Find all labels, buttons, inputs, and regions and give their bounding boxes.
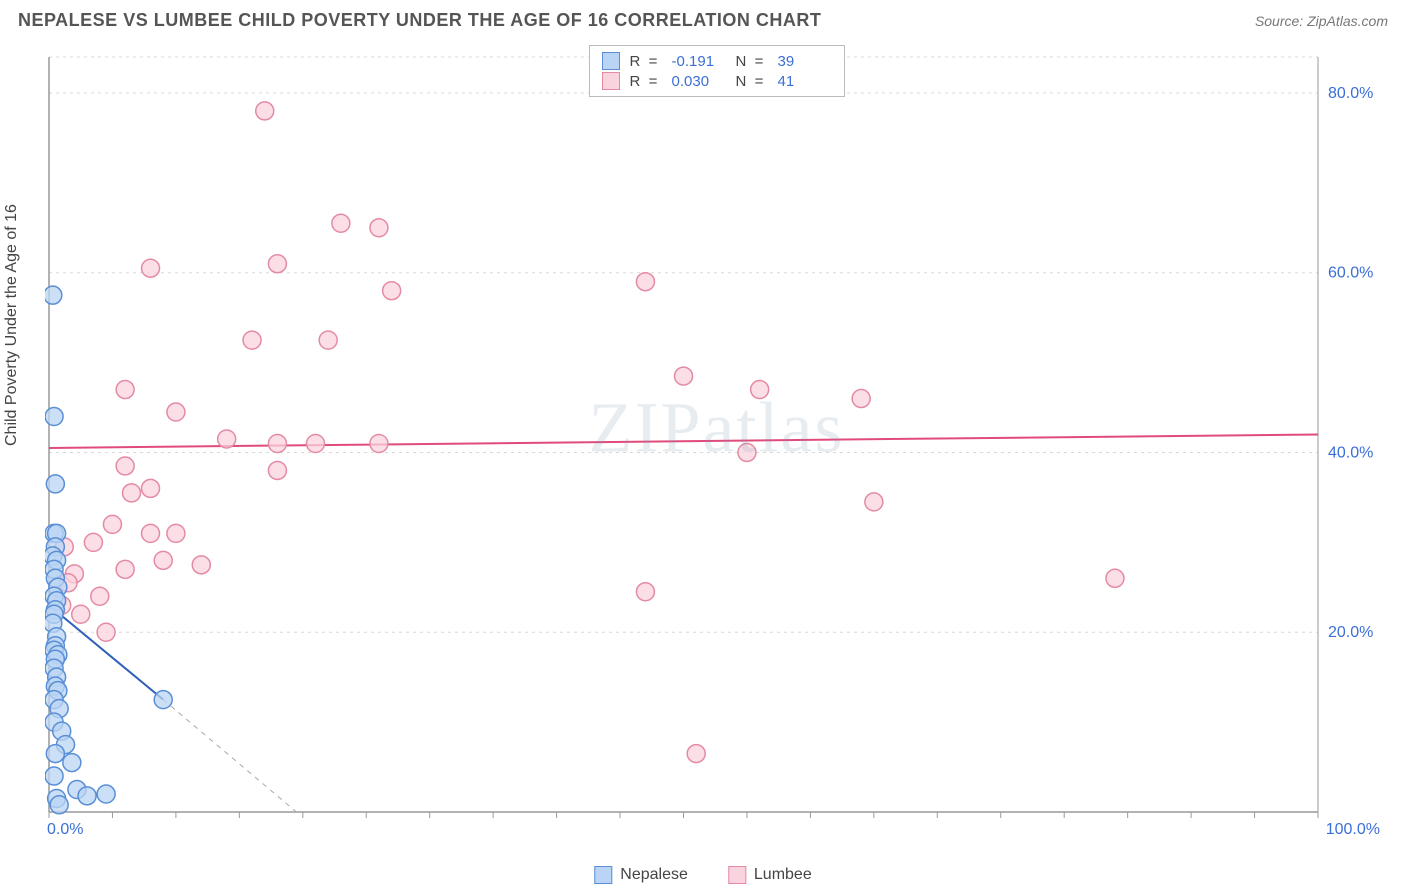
legend-label-lumbee: Lumbee (754, 866, 812, 884)
svg-text:80.0%: 80.0% (1328, 85, 1373, 102)
plot-area: 20.0%40.0%60.0%80.0%0.0%100.0% ZIPatlas … (45, 45, 1388, 842)
y-axis-label: Child Poverty Under the Age of 16 (3, 204, 21, 446)
svg-text:60.0%: 60.0% (1328, 265, 1373, 282)
scatter-plot-svg: 20.0% 40.0% 60.0% 80.0% 0.0% 100.0% (45, 45, 1388, 842)
svg-text:100.0%: 100.0% (1326, 821, 1380, 838)
correlation-legend: R = -0.191 N = 39 R = 0.030 N = 41 (589, 45, 845, 97)
source-attribution: Source: ZipAtlas.com (1255, 13, 1388, 29)
title-bar: NEPALESE VS LUMBEE CHILD POVERTY UNDER T… (0, 0, 1406, 37)
legend-item-nepalese: Nepalese (594, 866, 688, 884)
legend-r-label: R = (630, 73, 662, 90)
legend-n-value-lumbee: 41 (778, 73, 832, 90)
legend-swatch-nepalese (602, 52, 620, 70)
svg-text:20.0%: 20.0% (1328, 624, 1373, 641)
svg-text:40.0%: 40.0% (1328, 444, 1373, 461)
legend-label-nepalese: Nepalese (620, 866, 688, 884)
legend-n-label: N = (736, 53, 768, 70)
series-legend: Nepalese Lumbee (594, 866, 811, 884)
legend-row-lumbee: R = 0.030 N = 41 (602, 72, 832, 90)
legend-row-nepalese: R = -0.191 N = 39 (602, 52, 832, 70)
legend-swatch-lumbee (602, 72, 620, 90)
legend-swatch-nepalese (594, 866, 612, 884)
legend-n-label: N = (736, 73, 768, 90)
legend-item-lumbee: Lumbee (728, 866, 812, 884)
svg-text:0.0%: 0.0% (47, 821, 83, 838)
legend-swatch-lumbee (728, 866, 746, 884)
legend-n-value-nepalese: 39 (778, 53, 832, 70)
legend-r-value-lumbee: 0.030 (672, 73, 726, 90)
legend-r-value-nepalese: -0.191 (672, 53, 726, 70)
chart-title: NEPALESE VS LUMBEE CHILD POVERTY UNDER T… (18, 10, 821, 31)
legend-r-label: R = (630, 53, 662, 70)
